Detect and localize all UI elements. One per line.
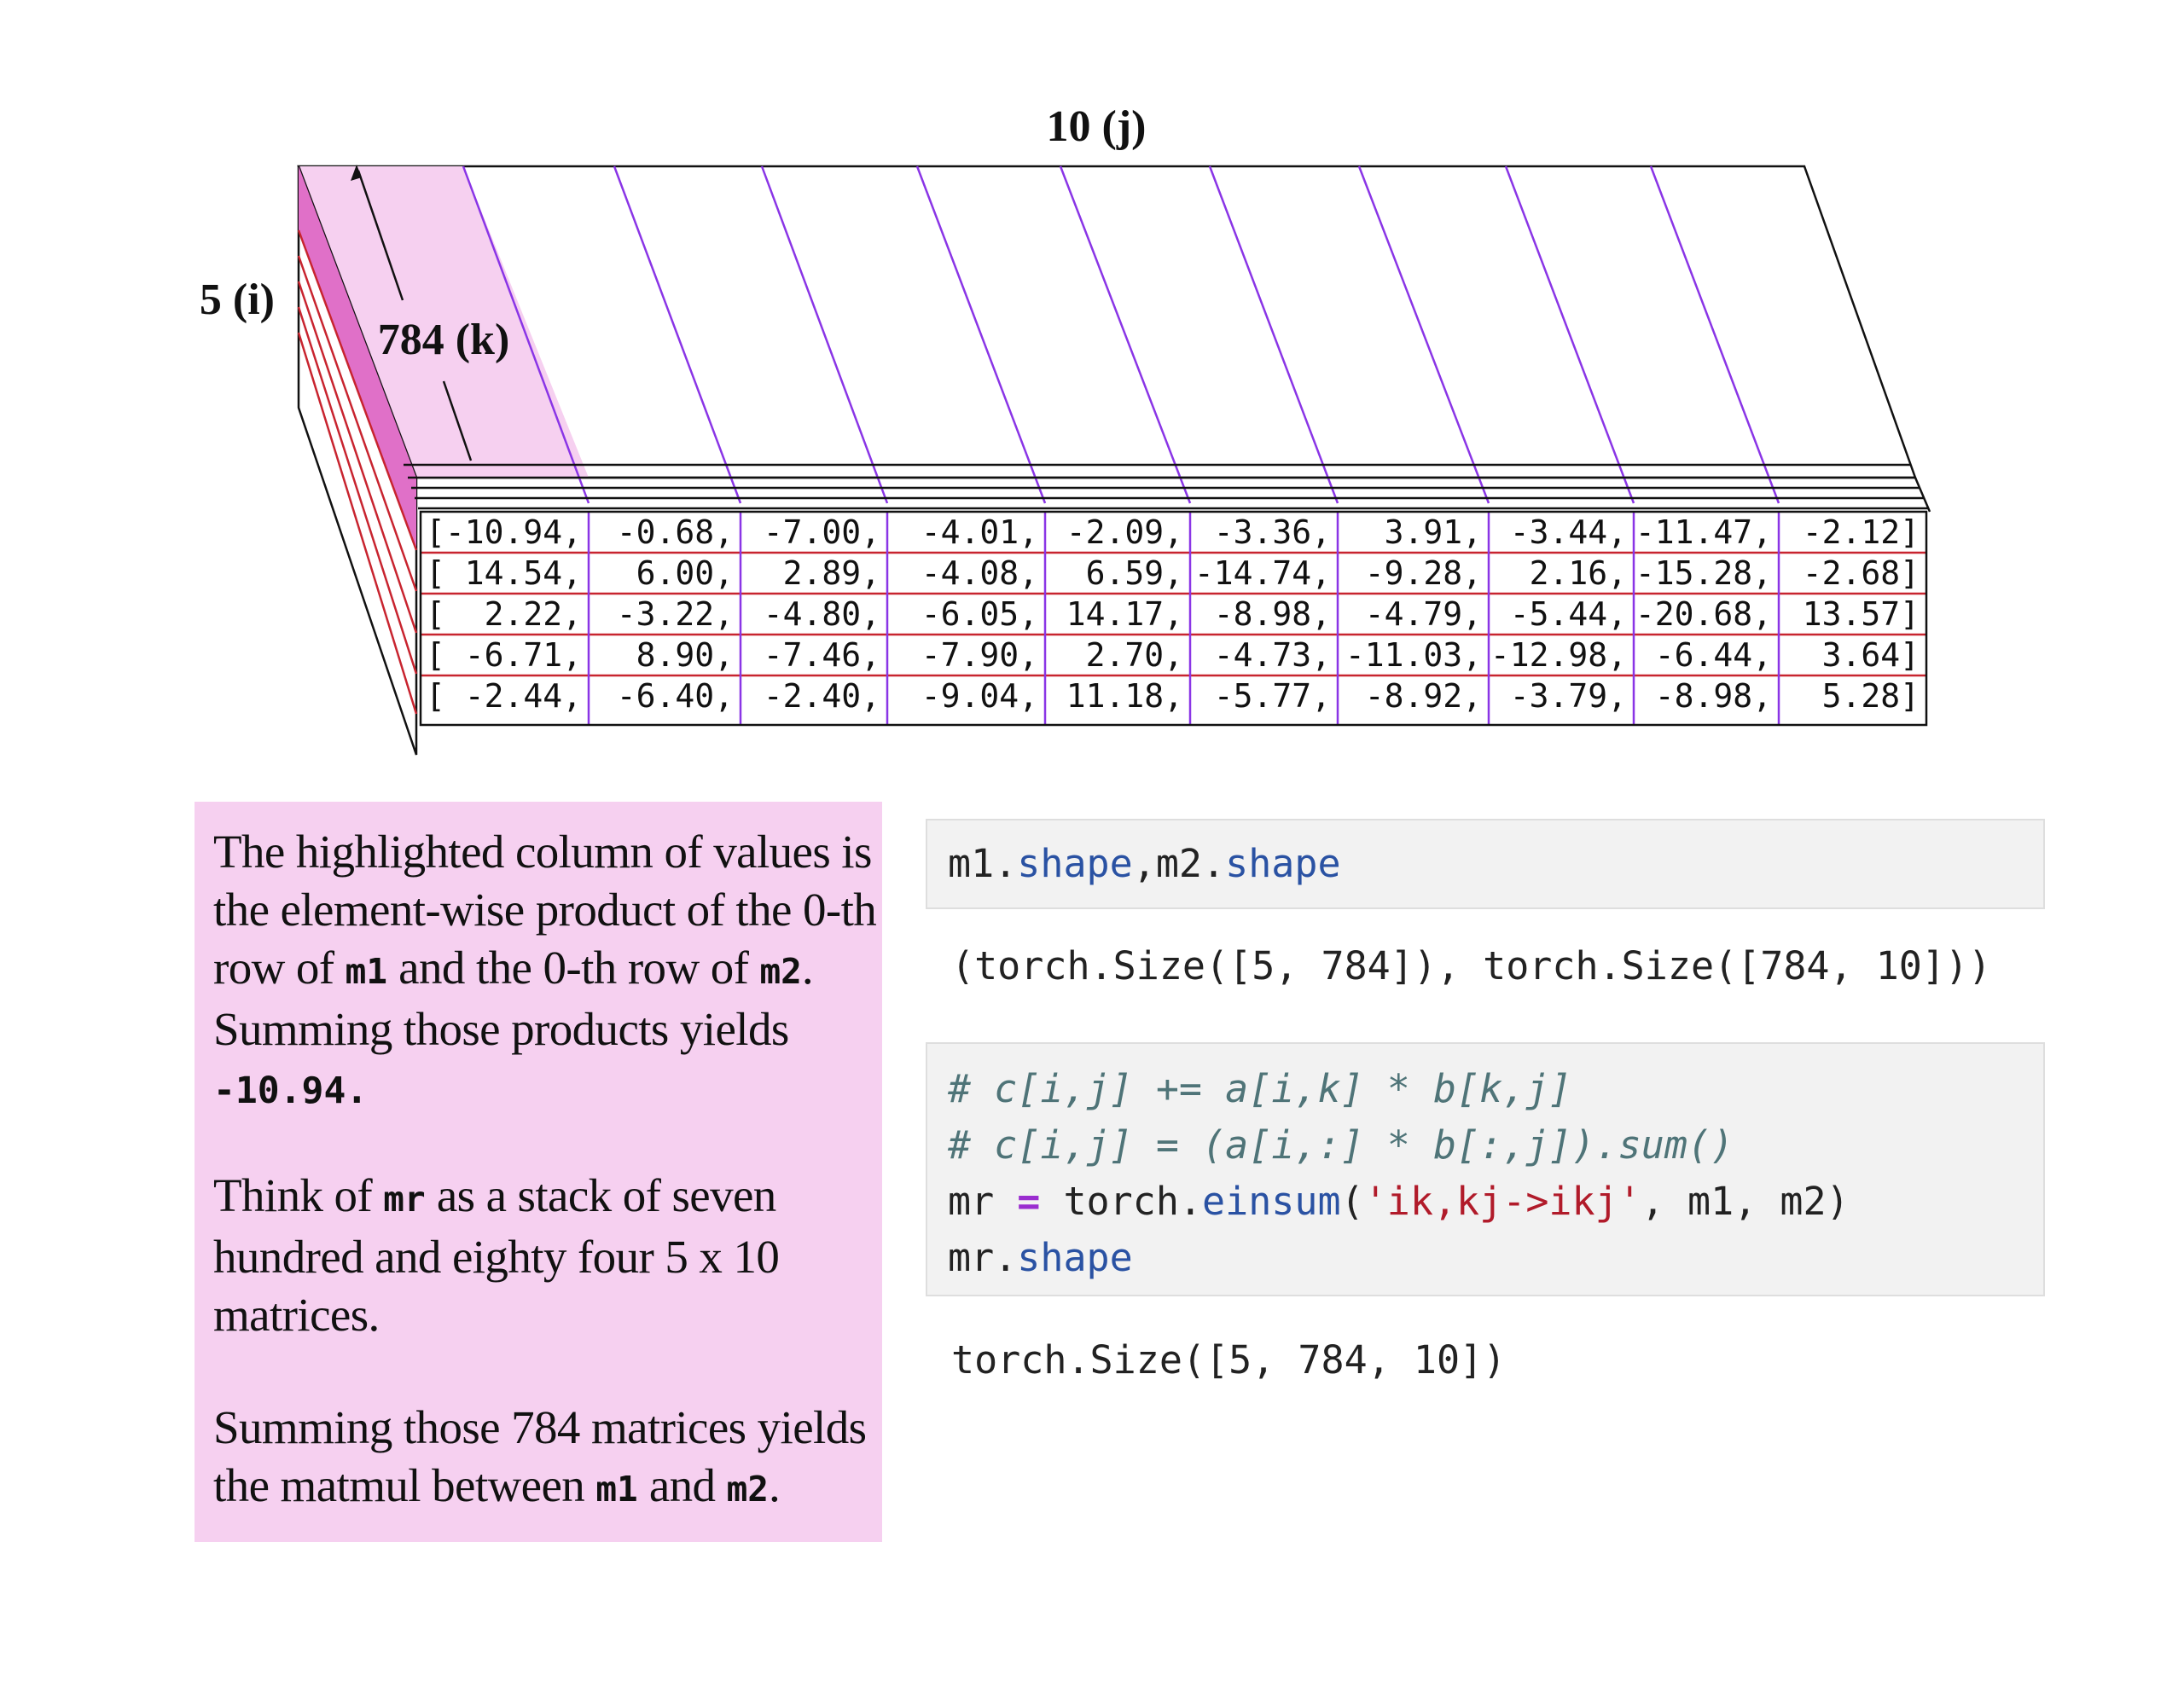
matrix-cell-value: [ -6.71, — [426, 636, 582, 674]
note-text: . Summing those products yields — [213, 942, 814, 1055]
matrix-cell-value: -2.12] — [1803, 513, 1920, 551]
code-cell-2[interactable]: # c[i,j] += a[i,k] * b[k,j] # c[i,j] = (… — [926, 1042, 2045, 1296]
matrix-cell-value: -4.73, — [1214, 636, 1331, 674]
front-face-background — [421, 512, 1926, 725]
code-line: m1.shape,m2.shape — [948, 841, 1341, 886]
note-text: as a stack of seven hundred and eighty f… — [213, 1169, 780, 1341]
m1-code: m1 — [595, 1469, 638, 1510]
i-dimension-label: 5 (i) — [200, 275, 275, 324]
matrix-cell-value: -6.44, — [1655, 636, 1772, 674]
m2-code: m2 — [726, 1469, 769, 1510]
k-tail-line — [442, 380, 473, 461]
code-cell-1[interactable]: m1.shape,m2.shape — [926, 819, 2045, 909]
code-comment-1: # c[i,j] += a[i,k] * b[k,j] — [948, 1066, 1572, 1111]
matrix-cell-value: [ 2.22, — [426, 595, 582, 633]
matrix-cell-value: -3.36, — [1214, 513, 1331, 551]
matrix-cell-value: -3.44, — [1510, 513, 1627, 551]
code-einsum-line: mr = torch.einsum('ik,kj->ikj', m1, m2) — [948, 1179, 1850, 1224]
note-text: and the 0-th row of — [387, 942, 760, 994]
matrix-cell-value: -11.47, — [1635, 513, 1772, 551]
matrix-cell-value: 2.70, — [1086, 636, 1183, 674]
highlighted-side-strip — [299, 166, 416, 550]
matrix-cell-value: -5.77, — [1214, 677, 1331, 715]
mr-code: mr — [383, 1179, 426, 1220]
note-text: and — [637, 1459, 727, 1511]
explanation-paragraph-2: Think of mr as a stack of seven hundred … — [213, 1167, 810, 1344]
matrix-cell-value: 5.28] — [1822, 677, 1920, 715]
matrix-cell-value: -0.68, — [617, 513, 734, 551]
explanation-paragraph-1: The highlighted column of values is the … — [213, 823, 879, 1120]
matrix-cell-value: 3.91, — [1385, 513, 1482, 551]
matrix-cell-value: -4.79, — [1365, 595, 1482, 633]
matrix-cell-value: 6.00, — [636, 554, 734, 592]
matrix-cell-value: [-10.94, — [426, 513, 582, 551]
matrix-cell-value: -3.22, — [617, 595, 734, 633]
matrix-cell-value: 3.64] — [1822, 636, 1920, 674]
matrix-cell-value: 2.16, — [1530, 554, 1627, 592]
matrix-cell-value: 13.57] — [1803, 595, 1920, 633]
note-text: . — [768, 1459, 781, 1511]
explanation-paragraph-3: Summing those 784 matrices yields the ma… — [213, 1399, 887, 1518]
output-1: (torch.Size([5, 784]), torch.Size([784, … — [951, 943, 1992, 988]
matrix-cell-value: -9.04, — [921, 677, 1038, 715]
matrix-cell-value: -7.46, — [764, 636, 880, 674]
highlighted-column-top — [299, 166, 589, 478]
top-column-lines — [462, 165, 1780, 504]
matrix-cell-value: -2.68] — [1803, 554, 1920, 592]
matrix-cell-value: -15.28, — [1635, 554, 1772, 592]
matrix-cell-value: -14.74, — [1194, 554, 1331, 592]
matrix-cell-value: -20.68, — [1635, 595, 1772, 633]
front-face-outline — [419, 510, 1928, 727]
output-2: torch.Size([5, 784, 10]) — [951, 1337, 1507, 1383]
matrix-cell-value: -8.98, — [1655, 677, 1772, 715]
matrix-cell-value: -3.79, — [1510, 677, 1627, 715]
matrix-cell-value: -5.44, — [1510, 595, 1627, 633]
m1-code: m1 — [345, 951, 388, 992]
matrix-cell-value: -6.40, — [617, 677, 734, 715]
code-shape-line: mr.shape — [948, 1235, 1133, 1280]
matrix-cell-value: -8.92, — [1365, 677, 1482, 715]
matrix-cell-value: -2.09, — [1066, 513, 1183, 551]
side-red-lines — [297, 229, 418, 715]
matrix-cell-value: -9.28, — [1365, 554, 1482, 592]
j-dimension-label: 10 (j) — [1047, 102, 1147, 151]
matrix-cell-value: -4.01, — [921, 513, 1038, 551]
explanation-box: The highlighted column of values is the … — [195, 802, 882, 1542]
matrix-cell-value: -11.03, — [1345, 636, 1482, 674]
matrix-cell-value: -2.40, — [764, 677, 880, 715]
matrix-cell-value: 11.18, — [1066, 677, 1183, 715]
matrix-cell-value: -7.90, — [921, 636, 1038, 674]
front-face-matrix: [-10.94, -0.68, -7.00, -4.01, -2.09, -3.36, 3.… — [419, 510, 1928, 727]
matrix-cell-value: -12.98, — [1490, 636, 1627, 674]
matrix-cell-value: 2.89, — [783, 554, 880, 592]
stacked-layer-lines — [404, 463, 1931, 513]
note-text: The highlighted column of values is the … — [213, 826, 877, 994]
matrix-cell-value: -8.98, — [1214, 595, 1331, 633]
matrix-cell-value: 6.59, — [1086, 554, 1183, 592]
tensor-diagram: 10 (j) 5 (i) 784 (k) [-10.94, -0.68, -7.00… — [200, 102, 1931, 756]
note-text: Think of — [213, 1169, 384, 1221]
matrix-cell-value: -4.80, — [764, 595, 880, 633]
result-value: -10.94. — [213, 1070, 369, 1112]
note-text: Summing those 784 matrices yields the ma… — [213, 1401, 867, 1511]
matrix-cell-value: -6.05, — [921, 595, 1038, 633]
matrix-cell-value: 8.90, — [636, 636, 734, 674]
k-arrow-line — [357, 170, 404, 301]
matrix-cell-value: 14.17, — [1066, 595, 1183, 633]
matrix-cell-value: -7.00, — [764, 513, 880, 551]
matrix-cell-value: -4.08, — [921, 554, 1038, 592]
code-comment-2: # c[i,j] = (a[i,:] * b[:,j]).sum() — [948, 1122, 1734, 1168]
matrix-cell-value: [ 14.54, — [426, 554, 582, 592]
m2-code: m2 — [759, 951, 802, 992]
k-arrow-head — [351, 165, 362, 181]
k-dimension-label: 784 (k) — [378, 316, 510, 364]
matrix-cell-value: [ -2.44, — [426, 677, 582, 715]
